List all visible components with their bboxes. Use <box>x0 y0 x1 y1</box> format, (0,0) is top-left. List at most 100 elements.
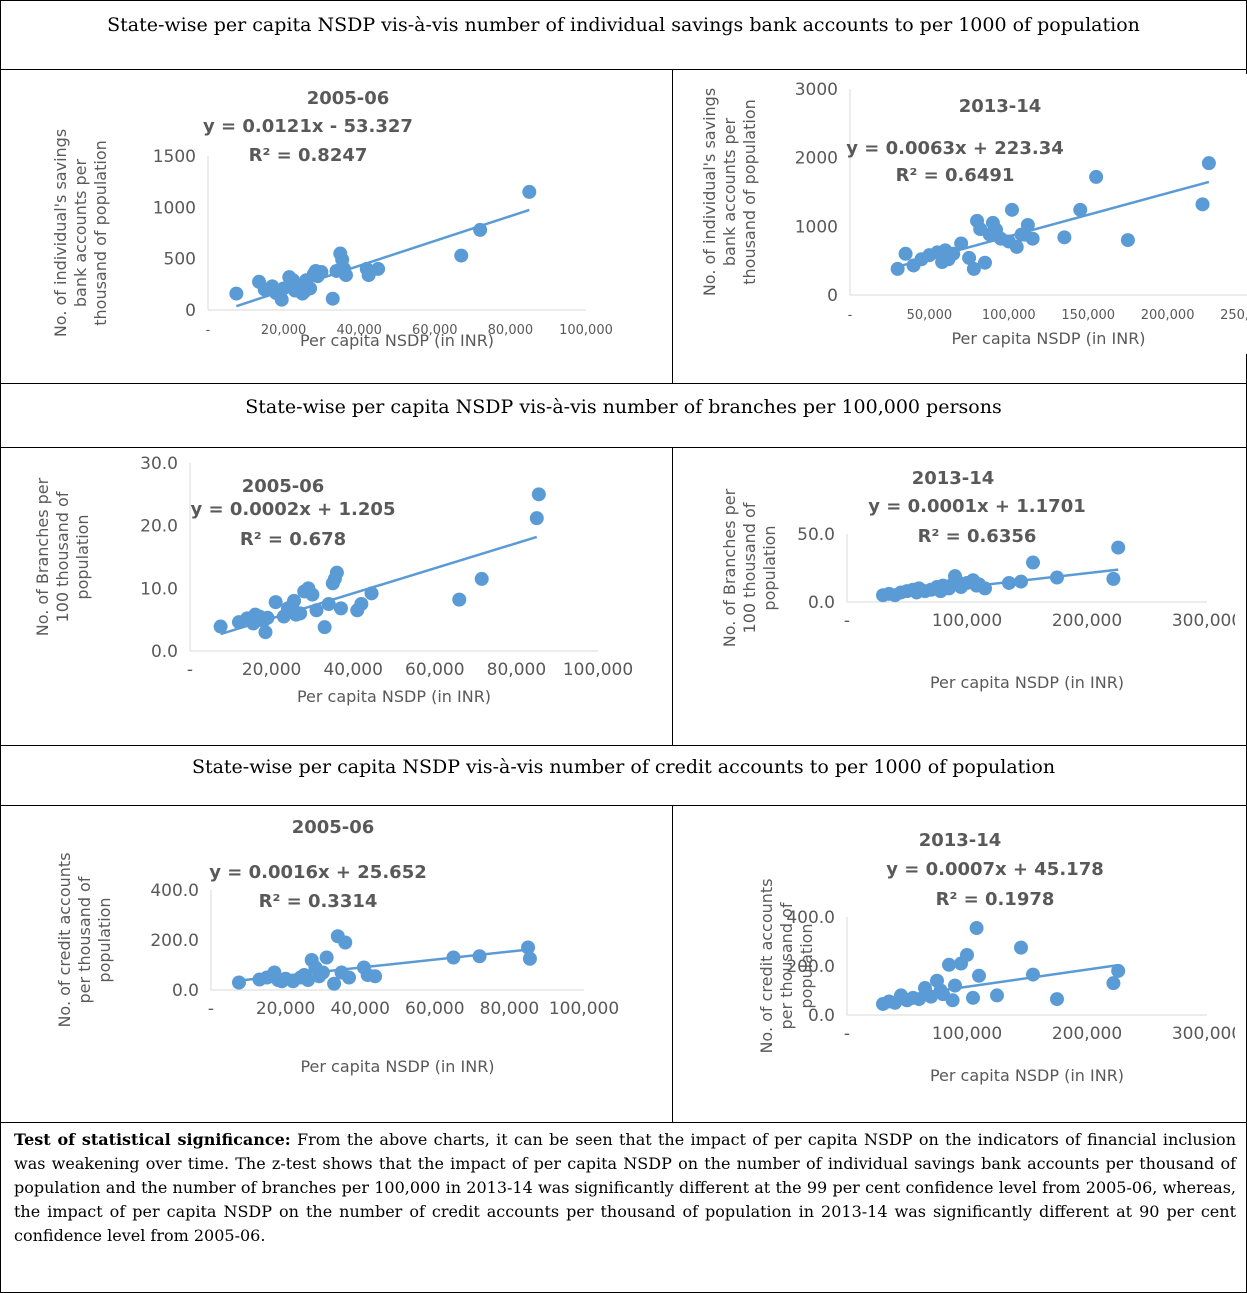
x-axis-label: Per capita NSDP (in INR) <box>297 687 491 706</box>
data-point <box>354 597 369 611</box>
data-point <box>474 571 489 586</box>
data-point <box>364 586 379 601</box>
x-tick-label: 20,000 <box>256 999 315 1019</box>
data-point <box>260 610 275 625</box>
y-tick-label: 0.0 <box>151 642 178 662</box>
trend-equation: y = 0.0007x + 45.178 <box>886 859 1104 880</box>
data-point <box>321 597 336 611</box>
y-tick-label: 400.0 <box>150 881 199 901</box>
y-tick-label: 0.0 <box>808 1006 835 1026</box>
y-tick-label: 0.0 <box>808 593 835 613</box>
x-tick-label: - <box>208 999 214 1019</box>
y-axis-label-line: per thousand of <box>75 876 94 1003</box>
data-point <box>327 976 342 991</box>
data-point <box>945 993 960 1008</box>
trend-equation: y = 0.0002x + 1.205 <box>191 499 396 520</box>
data-point <box>529 511 544 526</box>
y-axis-label-line: population <box>73 514 92 599</box>
data-point <box>531 487 546 502</box>
data-point <box>1057 230 1072 245</box>
data-point <box>213 619 228 634</box>
y-axis-label-line: bank accounts per <box>71 158 90 307</box>
data-point <box>966 261 981 276</box>
data-point <box>1106 571 1121 586</box>
data-point <box>305 587 320 602</box>
savings-2005-06-chart: 0 500 1000 1500 - 20,000 40,000 60,000 80,000 100… <box>18 74 658 372</box>
credit-section-heading: State-wise per capita NSDP vis-à-vis num… <box>191 756 1056 778</box>
x-tick-label: 250,000 <box>1220 308 1247 323</box>
x-tick-label: 100,000 <box>932 611 1002 631</box>
savings-2013-14-chart: 0 1000 2000 3000 - 50,000 100,000 150,000 200,00… <box>685 74 1247 354</box>
x-tick-label: 80,000 <box>480 999 539 1019</box>
significance-paragraph: Test of statistical significance: From t… <box>14 1128 1236 1248</box>
x-tick-label: 80,000 <box>488 323 534 338</box>
data-point <box>1195 197 1210 212</box>
chart-title: 2013-14 <box>912 468 995 489</box>
data-point <box>946 246 961 261</box>
x-tick-label: 200,000 <box>1052 611 1122 631</box>
data-point <box>966 990 980 1005</box>
data-point <box>521 940 536 955</box>
table-border-left <box>0 0 1 1293</box>
data-point <box>368 969 383 984</box>
y-axis-label-line: No. of Branches per <box>33 477 52 636</box>
paragraph-body: From the above charts, it can be seen th… <box>14 1130 1236 1245</box>
x-tick-label: 200,000 <box>1141 308 1195 323</box>
data-point <box>317 620 332 635</box>
y-tick-label: 1000 <box>795 217 838 237</box>
branches-2005-06-chart: 0.0 10.0 20.0 30.0 - 20,000 40,000 60,000 80,000… <box>18 452 658 714</box>
x-tick-label: 20,000 <box>261 323 307 338</box>
data-point <box>333 601 348 616</box>
data-point <box>1106 976 1121 991</box>
savings-section-heading: State-wise per capita NSDP vis-à-vis num… <box>107 14 1140 36</box>
data-point <box>452 592 467 607</box>
chart-title: 2013-14 <box>919 830 1002 851</box>
data-point <box>972 968 986 983</box>
x-tick-label: 40,000 <box>323 660 382 680</box>
x-tick-label: - <box>187 660 193 680</box>
data-point <box>962 250 977 265</box>
data-point <box>978 581 992 596</box>
table-border-top <box>0 0 1247 1</box>
row-divider <box>0 1122 1247 1123</box>
y-tick-label: 200.0 <box>150 931 199 951</box>
data-point <box>329 565 344 580</box>
y-tick-label: 1500 <box>153 147 196 167</box>
x-tick-label: 60,000 <box>412 323 458 338</box>
row-divider <box>0 69 1247 70</box>
r-squared-label: R² = 0.3314 <box>259 891 378 912</box>
y-axis-label: No. of individual's savings bank accounts… <box>700 88 759 296</box>
data-point <box>268 595 283 610</box>
data-point <box>1111 963 1126 978</box>
r-squared-label: R² = 0.6491 <box>896 165 1015 186</box>
y-axis-label-line: population <box>797 923 816 1008</box>
data-point <box>319 950 334 965</box>
data-point <box>342 970 357 985</box>
data-point <box>522 951 537 966</box>
data-point <box>1073 202 1088 217</box>
chart-title: 2005-06 <box>242 476 325 497</box>
trend-equation: y = 0.0001x + 1.1701 <box>868 496 1086 517</box>
data-point <box>990 988 1004 1003</box>
y-tick-label: 500 <box>164 250 196 270</box>
data-point <box>454 248 469 263</box>
x-tick-label: - <box>844 611 850 631</box>
data-point <box>948 978 962 993</box>
data-point <box>293 606 308 621</box>
data-point <box>472 949 487 964</box>
column-divider <box>672 805 673 1122</box>
y-tick-label: 0 <box>185 301 196 321</box>
r-squared-label: R² = 0.678 <box>240 529 346 550</box>
data-point <box>1009 239 1024 254</box>
r-squared-label: R² = 0.6356 <box>918 526 1037 547</box>
x-tick-label: 300,000 <box>1172 1024 1235 1044</box>
y-axis-label-line: 100 thousand of <box>740 502 759 633</box>
data-point <box>898 246 913 261</box>
data-point <box>1020 217 1035 232</box>
y-tick-label: 2000 <box>795 149 838 169</box>
y-tick-label: 200.0 <box>786 957 835 977</box>
x-tick-label: 20,000 <box>242 660 301 680</box>
data-point <box>1004 202 1019 217</box>
data-point <box>1050 992 1064 1007</box>
x-tick-label: 100,000 <box>563 660 633 680</box>
